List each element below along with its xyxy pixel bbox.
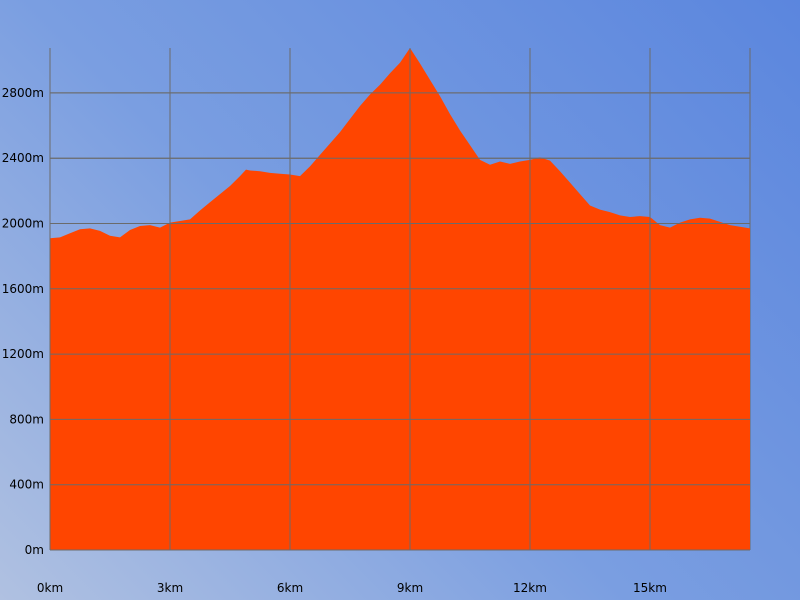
y-tick-label: 2400m bbox=[2, 151, 44, 165]
y-tick-label: 2800m bbox=[2, 86, 44, 100]
x-axis-tick-labels: 0km 3km 6km 9km 12km 15km bbox=[37, 581, 667, 595]
x-tick-label: 6km bbox=[277, 581, 303, 595]
y-tick-label: 1600m bbox=[2, 282, 44, 296]
y-tick-label: 800m bbox=[9, 412, 44, 426]
x-tick-label: 12km bbox=[513, 581, 547, 595]
y-tick-label: 0m bbox=[25, 543, 44, 557]
y-axis-tick-labels: 0m 400m 800m 1200m 1600m 2000m 2400m 2800m bbox=[2, 86, 44, 557]
y-tick-label: 1200m bbox=[2, 347, 44, 361]
elevation-area-series-0 bbox=[50, 48, 750, 550]
y-tick-label: 400m bbox=[9, 478, 44, 492]
y-tick-label: 2000m bbox=[2, 216, 44, 230]
x-tick-label: 15km bbox=[633, 581, 667, 595]
x-tick-label: 3km bbox=[157, 581, 183, 595]
x-tick-label: 9km bbox=[397, 581, 423, 595]
elevation-area-layer bbox=[49, 48, 750, 551]
x-tick-label: 0km bbox=[37, 581, 63, 595]
